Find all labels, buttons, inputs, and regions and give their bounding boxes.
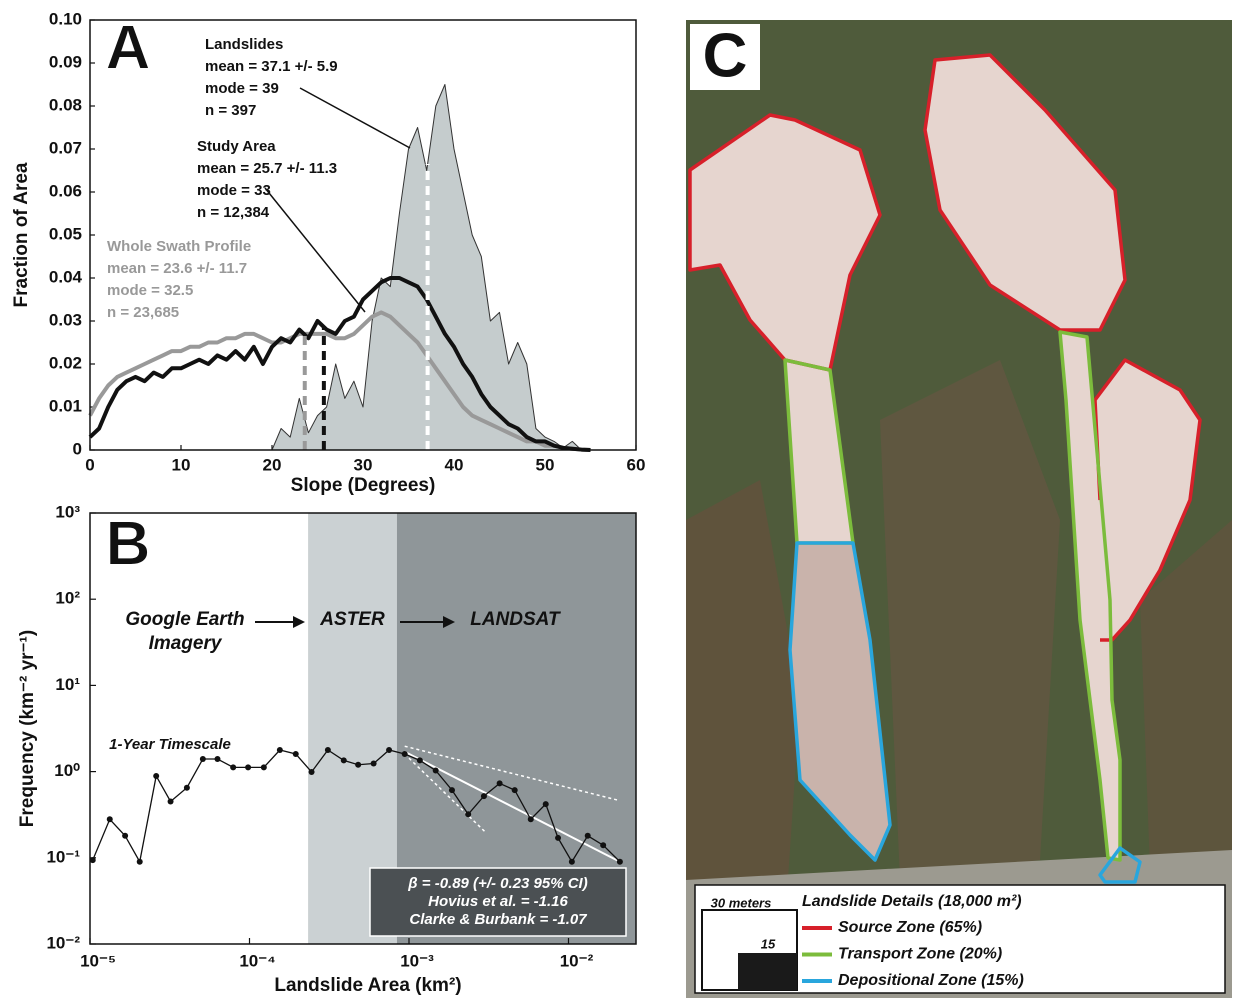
annotation-line: n = 23,685 — [107, 304, 179, 321]
marker — [371, 761, 377, 767]
x-tick-label: 50 — [536, 455, 555, 474]
marker — [555, 835, 561, 841]
marker — [481, 793, 487, 799]
marker — [137, 859, 143, 865]
satellite-panel: C 30 meters 15 Landslide Details (18,000… — [686, 20, 1232, 998]
marker — [230, 764, 236, 770]
region-label: ASTER — [319, 609, 385, 630]
annotation-line: mode = 39 — [205, 80, 279, 97]
marker — [341, 757, 347, 763]
y-tick-label: 0.10 — [49, 9, 82, 28]
marker — [512, 787, 518, 793]
marker — [402, 751, 408, 757]
legend-label: Transport Zone (20%) — [838, 946, 1002, 963]
marker — [433, 767, 439, 773]
region-label: LANDSAT — [470, 609, 561, 630]
annotation-line: mean = 37.1 +/- 5.9 — [205, 58, 338, 75]
y-tick-label: 10² — [55, 589, 80, 608]
annotation-line: n = 397 — [205, 102, 256, 119]
y-tick-label: 0.02 — [49, 353, 82, 372]
x-tick-label: 40 — [445, 455, 464, 474]
x-tick-label: 0 — [85, 455, 94, 474]
marker — [245, 764, 251, 770]
annotation-line: mode = 32.5 — [107, 282, 193, 299]
x-axis-title: Landslide Area (km²) — [274, 975, 461, 996]
y-tick-label: 10⁻² — [46, 933, 80, 952]
marker — [309, 769, 315, 775]
marker — [325, 747, 331, 753]
marker — [543, 801, 549, 807]
marker — [569, 859, 575, 865]
annotation-line: mean = 25.7 +/- 11.3 — [197, 160, 337, 177]
marker — [200, 756, 206, 762]
x-tick-label: 10 — [172, 455, 191, 474]
scale-fill — [738, 953, 797, 990]
annotation-line: n = 12,384 — [197, 204, 270, 221]
x-axis-title: Slope (Degrees) — [291, 475, 436, 496]
series-label: 1-Year Timescale — [109, 736, 231, 753]
marker — [585, 833, 591, 839]
marker — [261, 764, 267, 770]
plot-area — [90, 20, 636, 450]
marker — [386, 747, 392, 753]
marker — [617, 859, 623, 865]
marker — [355, 762, 361, 768]
y-tick-label: 10⁰ — [54, 761, 80, 780]
y-tick-label: 10⁻¹ — [46, 847, 80, 866]
y-tick-label: 10³ — [55, 502, 80, 521]
marker — [449, 787, 455, 793]
y-tick-label: 0.05 — [49, 224, 82, 243]
source-label: Google Earth — [125, 609, 244, 630]
marker — [214, 756, 220, 762]
panel-label: B — [106, 509, 151, 578]
y-tick-label: 10¹ — [55, 675, 80, 694]
y-tick-label: 0.04 — [49, 267, 83, 286]
stats-line: Hovius et al. = -1.16 — [428, 893, 568, 910]
marker — [153, 773, 159, 779]
marker — [465, 811, 471, 817]
marker — [417, 757, 423, 763]
x-tick-label: 10⁻⁴ — [239, 951, 275, 970]
marker — [293, 751, 299, 757]
y-tick-label: 0.07 — [49, 138, 82, 157]
x-tick-label: 10⁻⁵ — [80, 951, 116, 970]
scale-label: 30 meters — [711, 895, 772, 910]
y-tick-label: 0.06 — [49, 181, 82, 200]
y-tick-label: 0.08 — [49, 95, 82, 114]
legend-label: Depositional Zone (15%) — [838, 972, 1024, 989]
panel-label: A — [106, 13, 151, 82]
y-tick-label: 0.09 — [49, 52, 82, 71]
figure: C 30 meters 15 Landslide Details (18,000… — [0, 0, 1236, 1000]
legend-label: Source Zone (65%) — [838, 919, 982, 936]
x-tick-label: 10⁻³ — [400, 951, 434, 970]
stats-line: β = -0.89 (+/- 0.23 95% CI) — [407, 875, 587, 892]
panel-label: C — [703, 21, 748, 90]
y-tick-label: 0 — [73, 439, 82, 458]
x-tick-label: 10⁻² — [560, 951, 594, 970]
y-tick-label: 0.03 — [49, 310, 82, 329]
marker — [277, 747, 283, 753]
y-axis-title: Fraction of Area — [11, 162, 32, 307]
x-tick-label: 30 — [354, 455, 373, 474]
scale-mid-label: 15 — [761, 936, 776, 951]
marker — [107, 816, 113, 822]
legend-title: Landslide Details (18,000 m²) — [802, 893, 1022, 910]
marker — [528, 816, 534, 822]
source-label: Imagery — [149, 633, 223, 654]
marker — [122, 833, 128, 839]
y-tick-label: 0.01 — [49, 396, 82, 415]
annotation-line: mean = 23.6 +/- 11.7 — [107, 260, 247, 277]
marker — [168, 798, 174, 804]
x-tick-label: 60 — [627, 455, 646, 474]
marker — [600, 842, 606, 848]
marker — [497, 780, 503, 786]
annotation-title: Whole Swath Profile — [107, 238, 251, 255]
y-axis-title: Frequency (km⁻² yr⁻¹) — [17, 630, 38, 827]
annotation-title: Study Area — [197, 138, 276, 155]
stats-line: Clarke & Burbank = -1.07 — [409, 911, 587, 928]
marker — [184, 785, 190, 791]
annotation-title: Landslides — [205, 36, 283, 53]
x-tick-label: 20 — [263, 455, 282, 474]
annotation-line: mode = 33 — [197, 182, 271, 199]
